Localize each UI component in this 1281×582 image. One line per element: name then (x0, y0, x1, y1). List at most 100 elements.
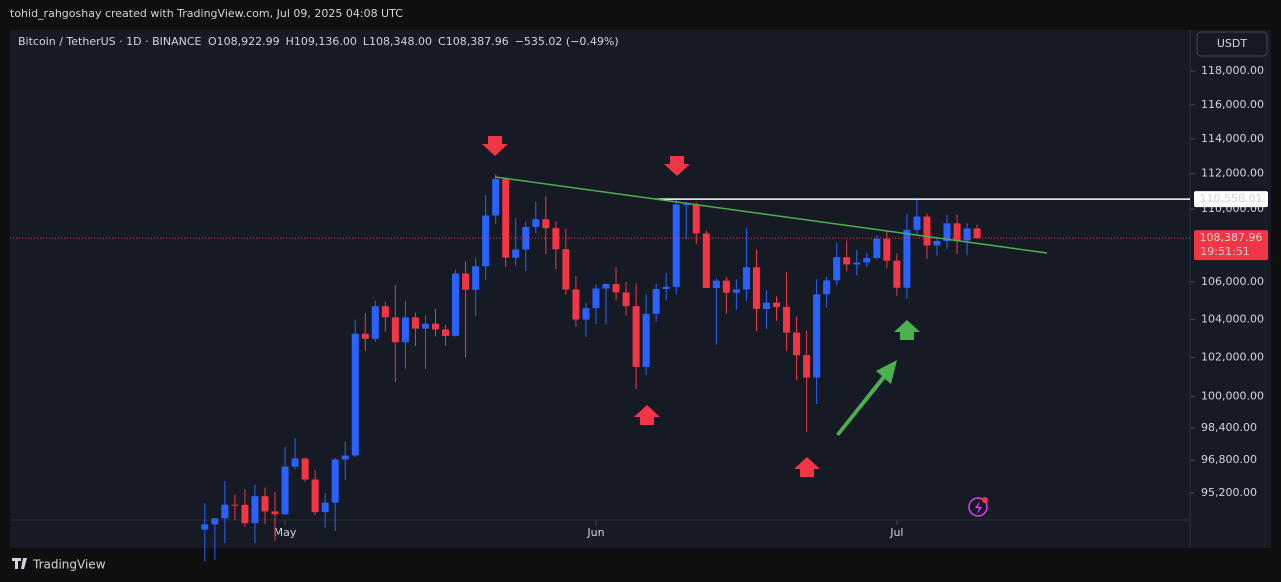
ohlc-value: −535.02 (−0.49%) (515, 35, 619, 48)
y-tick-label: 102,000.00 (1201, 350, 1264, 363)
symbol: Bitcoin / TetherUS · 1D · BINANCE (18, 35, 202, 48)
candle-body (251, 496, 259, 524)
candle-body (401, 317, 409, 343)
alert-icon[interactable] (968, 497, 988, 517)
candle-body (271, 511, 279, 515)
candle-body (662, 286, 670, 289)
candle-body (231, 504, 239, 506)
candle-body (311, 479, 319, 513)
candle-body (833, 257, 841, 281)
candle-body (742, 267, 750, 290)
up-arrow (894, 320, 920, 340)
candle-body (281, 466, 289, 515)
candle-body (411, 317, 419, 329)
candle-body (462, 273, 470, 290)
candle-body (452, 273, 460, 336)
x-tick-label: May (274, 526, 297, 539)
candle-body (522, 226, 530, 250)
countdown: 19:51:51 (1200, 245, 1249, 258)
candle-body (371, 306, 379, 339)
candle-body (542, 219, 550, 229)
y-tick-label: 95,200.00 (1201, 486, 1257, 499)
candle-body (883, 238, 891, 261)
plot: 95,200.00 96,800.00 98,400.00 100,000.00 102… (10, 64, 1268, 562)
brand: TradingView (32, 558, 106, 572)
candle-body (793, 332, 801, 356)
y-tick-label: 106,000.00 (1201, 275, 1264, 288)
level-label: 110,558.01 (1200, 192, 1263, 205)
candle-body (341, 455, 349, 460)
credit: tohid_rahgoshay created with TradingView… (10, 7, 403, 20)
y-tick-label: 116,000.00 (1201, 98, 1264, 111)
candle-body (682, 204, 690, 206)
trend-line (494, 176, 1048, 254)
candle-body (351, 333, 359, 456)
candle-body (853, 262, 861, 265)
trend-arrow (836, 360, 897, 436)
candle-body (652, 288, 660, 314)
up-arrow (794, 457, 820, 477)
candle-body (893, 260, 901, 288)
candle-body (221, 504, 229, 519)
candle-body (211, 518, 219, 525)
y-tick-label: 98,400.00 (1201, 421, 1257, 434)
candle-body (702, 233, 710, 288)
candle-body (722, 280, 730, 293)
plot-background (10, 30, 1271, 548)
candle-body (773, 302, 781, 307)
last-price-label: 108,387.96 (1200, 231, 1263, 244)
candle-body (692, 204, 700, 234)
candle-body (331, 459, 339, 503)
candle-body (973, 228, 981, 239)
candle-body (301, 458, 309, 480)
ohlc-legend: O108,922.99 H109,136.00 L108,348.00 C108,38… (208, 35, 619, 48)
alert-icon (975, 501, 982, 514)
candle-body (552, 228, 560, 250)
ohlc-value: H109,136.00 (286, 35, 357, 48)
candle-body (321, 502, 329, 513)
y-tick-label: 114,000.00 (1201, 132, 1264, 145)
candle-body (442, 329, 450, 336)
candle-body (943, 223, 951, 241)
candle-body (201, 524, 209, 530)
candle-body (431, 323, 439, 330)
currency: USDT (1217, 37, 1248, 50)
candle-body (502, 179, 510, 258)
y-tick-label: 112,000.00 (1201, 167, 1264, 180)
candle-body (562, 249, 570, 290)
candle-body (632, 306, 640, 367)
candle-body (783, 306, 791, 333)
candle-body (421, 323, 429, 329)
currency-button[interactable] (1196, 31, 1268, 57)
candle-body (291, 458, 299, 467)
candle-body (933, 240, 941, 246)
candle-body (963, 228, 971, 241)
down-arrow (664, 156, 690, 176)
candle-body (482, 215, 490, 267)
y-tick-label: 118,000.00 (1201, 64, 1264, 77)
ohlc-value: O108,922.99 (208, 35, 280, 48)
candle-body (752, 267, 760, 309)
candle-body (843, 257, 851, 265)
candle-body (472, 266, 480, 290)
candle-body (803, 355, 811, 378)
candle-body (391, 317, 399, 343)
candle-body (913, 216, 921, 230)
candle-body (873, 238, 881, 259)
candle-body (512, 249, 520, 258)
candle-body (602, 284, 610, 289)
candle-body (712, 280, 720, 288)
candle-body (923, 216, 931, 246)
candle-body (863, 258, 871, 263)
ohlc-value: C108,387.96 (438, 35, 509, 48)
candle-body (381, 306, 389, 318)
candle-body (361, 333, 369, 339)
x-tick-label: Jun (586, 526, 604, 539)
level-label-box (1194, 191, 1268, 208)
candle-body (582, 308, 590, 320)
alert-badge (982, 497, 988, 503)
candle-body (732, 289, 740, 293)
candle-body (261, 496, 269, 512)
